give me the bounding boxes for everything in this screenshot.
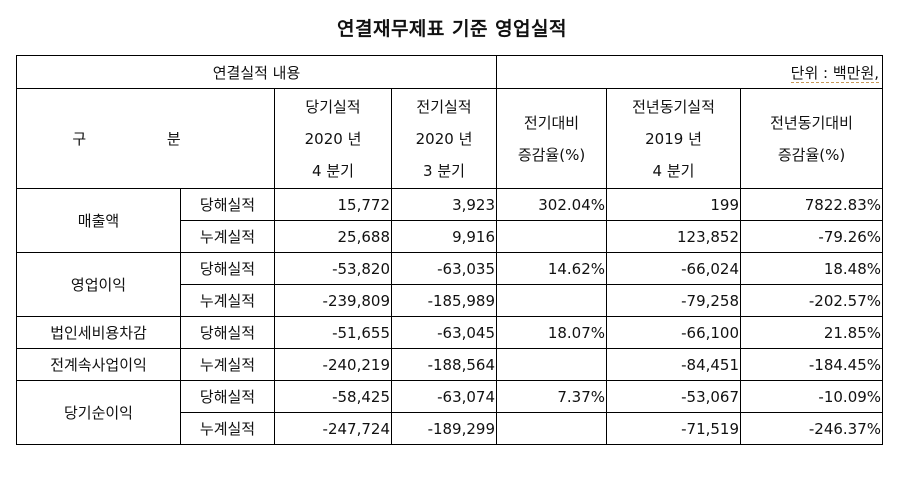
cell-current: -53,820 [274,252,392,285]
table-row: 누계실적 -247,724 -189,299 -71,519 -246.37% [17,412,884,445]
cell-prev: -189,299 [390,412,498,445]
col-prev-header: 전기실적 2020 년 3 분기 [390,88,498,189]
cell-qoq: 14.62% [496,252,608,285]
cell-prev: 9,916 [390,220,498,253]
cell-qoq [496,348,608,381]
col-qoq-line2: 증감율(%) [517,145,586,164]
col-yoy-period-line2: 2019 년 [645,129,702,148]
cell-prev: -63,035 [390,252,498,285]
row-type: 당해실적 [180,188,275,221]
cell-yoy: 18.48% [740,252,884,285]
row-category: 영업이익 [16,252,181,317]
cell-current: -240,219 [274,348,392,381]
cell-yoy-period: -53,067 [606,380,742,413]
row-type: 누계실적 [180,412,275,445]
table-row: 영업이익 당해실적 -53,820 -63,035 14.62% -66,024… [16,252,884,317]
col-yoy-line1: 전년동기대비 [770,113,853,132]
cell-current: -239,809 [274,284,392,317]
cell-yoy: -10.09% [740,380,884,413]
row-type: 누계실적 [180,220,275,253]
cell-prev: -63,074 [390,380,498,413]
col-qoq-line1: 전기대비 [523,113,580,132]
col-prev-line2: 2020 년 [415,129,473,148]
financial-results-table: 연결실적 내용 단위 : 백만원, 구 분 당기실적 2020 년 4 분기 전… [15,55,884,445]
col-qoq-header: 전기대비 증감율(%) [496,88,608,189]
cell-qoq: 7.37% [496,380,608,413]
cell-qoq: 18.07% [496,316,608,349]
row-category-line2: 전계속사업이익 [16,348,181,381]
cell-yoy-period: -66,100 [606,316,742,349]
col-prev-line3: 3 분기 [423,161,465,180]
cell-yoy: -79.26% [740,220,884,253]
row-type: 당해실적 [180,380,275,413]
col-current-line3: 4 분기 [312,161,354,180]
cell-current: 15,772 [274,188,392,221]
col-current-line2: 2020 년 [304,129,362,148]
row-category: 당기순이익 [16,380,181,445]
table-row: 누계실적 -239,809 -185,989 -79,258 -202.57% [17,284,884,317]
header-row-top: 연결실적 내용 단위 : 백만원, [15,55,884,89]
table-row: 당기순이익 당해실적 -58,425 -63,074 7.37% -53,067… [16,380,884,445]
cell-yoy-period: -84,451 [606,348,742,381]
cell-prev: -63,045 [390,316,498,349]
cell-yoy: 21.85% [740,316,884,349]
cell-yoy-period: 123,852 [606,220,742,253]
cell-yoy-period: 199 [606,188,742,221]
row-type: 누계실적 [180,284,275,317]
cell-current: -247,724 [274,412,392,445]
cell-prev: -188,564 [390,348,498,381]
unit-text: 단위 : 백만원, [790,63,880,83]
cell-qoq [496,284,608,317]
cell-yoy-period: -66,024 [606,252,742,285]
col-current-header: 당기실적 2020 년 4 분기 [274,88,392,189]
cell-yoy: -184.45% [740,348,884,381]
col-yoy-header: 전년동기대비 증감율(%) [740,88,884,189]
row-category-line1: 법인세비용차감 [16,316,181,349]
cell-current: 25,688 [274,220,392,253]
cell-current: -51,655 [274,316,392,349]
cell-current: -58,425 [274,380,392,413]
table-row: 법인세비용차감 당해실적 -51,655 -63,045 18.07% -66,… [16,316,884,349]
unit-label: 단위 : 백만원, [496,55,884,89]
col-yoy-period-line3: 4 분기 [652,161,695,180]
table-row: 매출액 당해실적 15,772 3,923 302.04% 199 7822.8… [16,188,884,253]
col-yoy-period-line1: 전년동기실적 [632,97,715,116]
cell-yoy: -246.37% [740,412,884,445]
cell-qoq [496,412,608,445]
row-type: 당해실적 [180,316,275,349]
cell-qoq: 302.04% [496,188,608,221]
row-type: 누계실적 [180,348,275,381]
cell-prev: -185,989 [390,284,498,317]
table-row: 전계속사업이익 누계실적 -240,219 -188,564 -84,451 -… [16,348,884,381]
col-prev-line1: 전기실적 [416,97,472,116]
col-current-line1: 당기실적 [305,97,361,116]
table-row: 누계실적 25,688 9,916 123,852 -79.26% [17,220,884,253]
content-label: 연결실적 내용 [15,55,498,89]
cell-yoy-period: -71,519 [606,412,742,445]
col-yoy-period-header: 전년동기실적 2019 년 4 분기 [606,88,742,189]
header-row-columns: 구 분 당기실적 2020 년 4 분기 전기실적 2020 년 3 분기 전기… [16,88,884,189]
cell-yoy-period: -79,258 [606,284,742,317]
category-header: 구 분 [16,88,275,189]
cell-qoq [496,220,608,253]
row-category: 매출액 [16,188,181,253]
cell-prev: 3,923 [390,188,498,221]
cell-yoy: -202.57% [740,284,884,317]
page-title: 연결재무제표 기준 영업실적 [337,18,567,40]
cell-yoy: 7822.83% [740,188,884,221]
col-yoy-line2: 증감율(%) [777,145,846,164]
row-type: 당해실적 [180,252,275,285]
